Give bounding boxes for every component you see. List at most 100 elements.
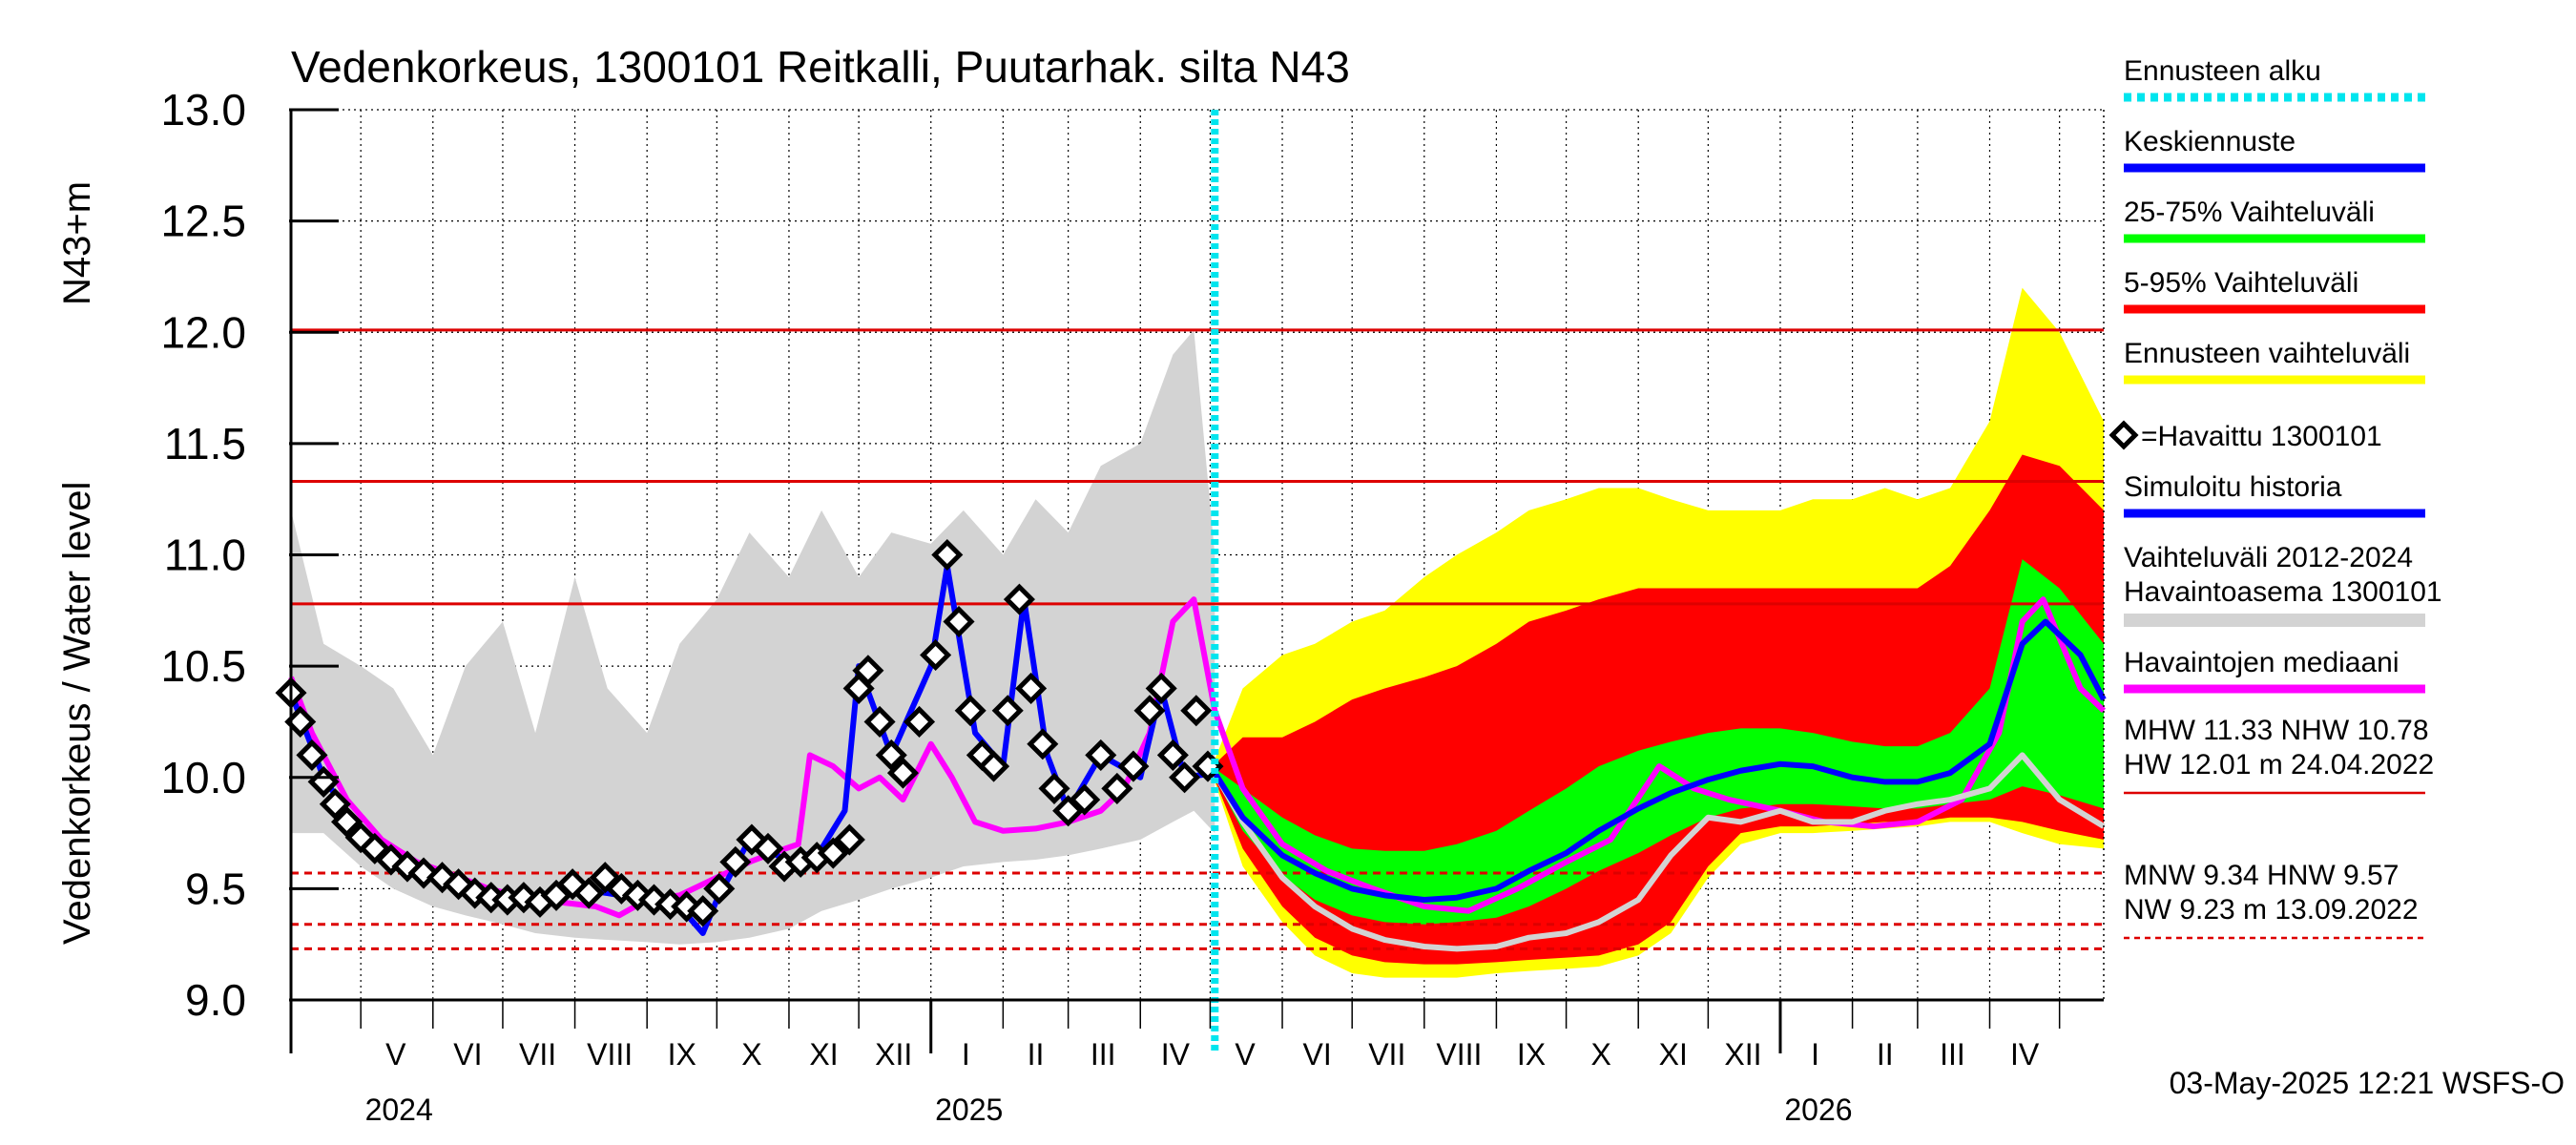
observed-point [1117, 750, 1150, 782]
month-label: II [1877, 1037, 1894, 1072]
series-line-2 [1212, 618, 2107, 904]
observed-point [687, 895, 719, 927]
y-axis-unit-label: N43+m [56, 181, 98, 305]
forecast-bands [291, 287, 2104, 978]
y-tick-label: 12.5 [160, 197, 246, 246]
footer-timestamp: 03-May-2025 12:21 WSFS-O [2170, 1066, 2565, 1100]
observed-point [703, 872, 736, 905]
observed-point [1180, 695, 1213, 727]
month-label: XI [1659, 1037, 1688, 1072]
x-axis-labels: V VI VII VIII IX X XI XII I II III IV V VI VII VIII IX X X… [290, 1000, 2061, 1127]
month-label: VII [519, 1037, 556, 1072]
year-label: 2024 [365, 1093, 433, 1127]
month-label: VI [453, 1037, 482, 1072]
observed-point [1027, 728, 1059, 760]
y-tick-label: 11.5 [164, 419, 246, 468]
month-label: X [741, 1037, 761, 1072]
legend-label: Keskiennuste [2124, 126, 2296, 157]
observed-point [1015, 672, 1048, 704]
observed-point [991, 695, 1024, 727]
month-label: VIII [1436, 1037, 1482, 1072]
band-d3d3d3 [291, 329, 1215, 945]
band-ff0000 [1215, 454, 2104, 965]
month-label: XI [809, 1037, 838, 1072]
observed-point [920, 638, 952, 671]
legend-label: 25-75% Vaihteluväli [2124, 197, 2375, 228]
stats-line: MNW 9.34 HNW 9.57 [2124, 860, 2399, 891]
y-tick-label: 13.0 [160, 85, 246, 135]
y-tick-label: 9.5 [185, 864, 246, 913]
observed-point [931, 538, 964, 572]
month-label: XII [1724, 1037, 1761, 1072]
month-label: V [1235, 1037, 1256, 1072]
legend-label: Havaintoasema 1300101 [2124, 576, 2442, 608]
month-label: III [1091, 1037, 1116, 1072]
year-label: 2026 [1784, 1093, 1852, 1127]
month-label: XII [875, 1037, 912, 1072]
observed-point [833, 823, 865, 856]
observed-point [1169, 761, 1201, 794]
month-label: IX [1517, 1037, 1546, 1072]
month-label: I [962, 1037, 970, 1072]
observed-point [904, 705, 936, 738]
axes [289, 110, 2105, 1053]
observed-point [752, 832, 784, 864]
observed-point [978, 750, 1010, 782]
observed-point [852, 655, 884, 687]
legend-label: =Havaittu 1300101 [2141, 421, 2382, 452]
legend-label: Havaintojen mediaani [2124, 647, 2399, 678]
y-tick-label: 11.0 [164, 531, 246, 580]
stats-line: NW 9.23 m 13.09.2022 [2124, 894, 2419, 926]
legend-marker-icon [2109, 420, 2139, 450]
observed-point [1133, 695, 1166, 727]
observed-point [296, 739, 328, 771]
stats-line: HW 12.01 m 24.04.2022 [2124, 749, 2434, 781]
observed-point [863, 705, 896, 738]
month-label: VIII [587, 1037, 633, 1072]
legend-label: 5-95% Vaihteluväli [2124, 267, 2358, 299]
y-tick-label: 12.0 [160, 307, 246, 357]
y-tick-label: 9.0 [185, 975, 246, 1025]
y-axis-label: Vedenkorkeus / Water level [56, 482, 98, 945]
month-label: I [1811, 1037, 1819, 1072]
year-label: 2025 [935, 1093, 1003, 1127]
observed-point [719, 845, 752, 878]
observed-point [1085, 739, 1117, 771]
observed-point [943, 605, 975, 638]
month-label: IV [2010, 1037, 2040, 1072]
month-label: III [1940, 1037, 1965, 1072]
observed-point [1069, 783, 1101, 816]
observed-point [1003, 583, 1035, 615]
y-tick-label: 10.5 [160, 641, 246, 691]
series-line-0 [288, 596, 2107, 919]
legend-label: Ennusteen vaihteluväli [2124, 338, 2410, 369]
legend: Ennusteen alku Keskiennuste 25-75% Vaihtel… [2109, 55, 2442, 694]
month-label: II [1028, 1037, 1045, 1072]
observed-point [886, 757, 919, 789]
observed-point [1101, 772, 1133, 804]
chart-title: Vedenkorkeus, 1300101 Reitkalli, Puutarh… [291, 42, 1350, 92]
month-label: X [1590, 1037, 1610, 1072]
y-axis-ticks: 9.0 9.5 10.0 10.5 11.0 11.5 12.0 12.5 13.0 [160, 85, 339, 1025]
legend-label: Simuloitu historia [2124, 471, 2342, 503]
y-tick-label: 10.0 [160, 753, 246, 802]
legend-label: Ennusteen alku [2124, 55, 2321, 87]
month-label: V [385, 1037, 406, 1072]
band-00ff00 [1215, 559, 2104, 925]
observed-point [1038, 772, 1070, 804]
month-label: VI [1302, 1037, 1331, 1072]
observed-point [572, 877, 605, 909]
observed-point [875, 739, 907, 771]
observed-point [1145, 672, 1177, 704]
month-label: VII [1368, 1037, 1405, 1072]
month-label: IX [668, 1037, 696, 1072]
legend-label: Vaihteluväli 2012-2024 [2124, 542, 2413, 573]
observed-point [954, 695, 987, 727]
month-label: IV [1161, 1037, 1191, 1072]
stats-line: MHW 11.33 NHW 10.78 [2124, 715, 2429, 746]
observed-point [817, 837, 849, 869]
observed-point [331, 805, 364, 838]
observed-point [319, 788, 351, 821]
